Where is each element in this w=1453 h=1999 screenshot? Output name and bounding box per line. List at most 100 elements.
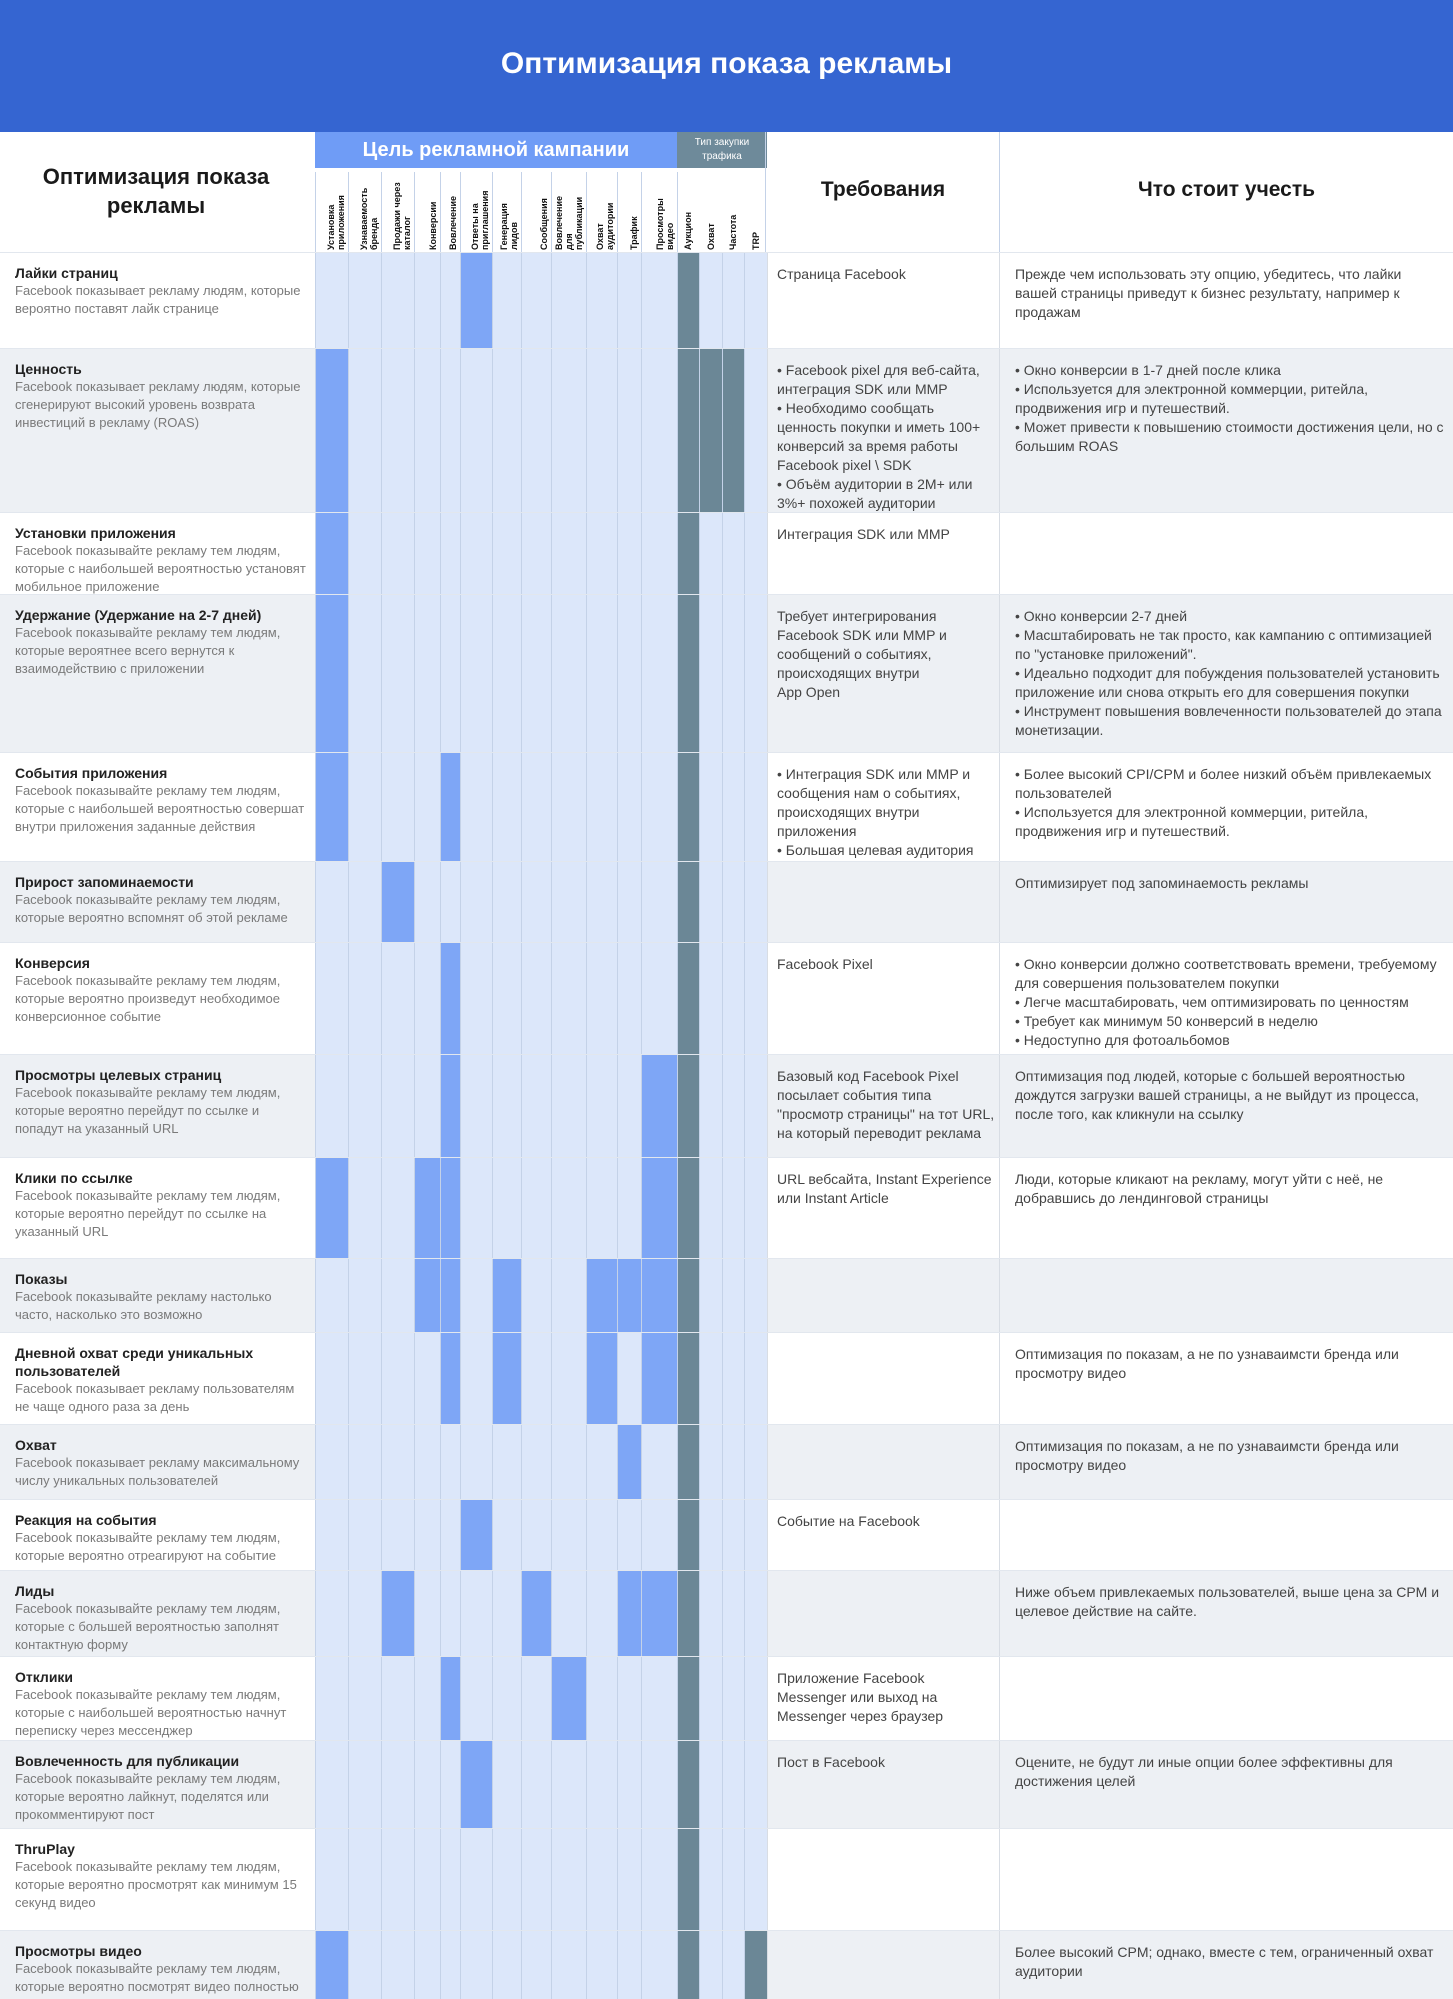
goal-matrix-background	[315, 942, 677, 1054]
column-divider	[414, 942, 415, 1054]
column-divider	[460, 594, 461, 752]
goal-column-label: Сообщения	[539, 198, 549, 250]
goal-mark	[440, 1332, 460, 1424]
column-divider	[999, 1740, 1000, 1828]
goal-mark	[551, 1656, 586, 1740]
row-divider	[0, 752, 1453, 753]
column-divider	[677, 752, 678, 861]
column-divider	[440, 1828, 441, 1930]
goal-matrix-background	[315, 1570, 677, 1656]
goal-mark	[381, 861, 414, 942]
row-label: Прирост запоминаемости Facebook показывай…	[15, 873, 310, 927]
row-title: Просмотры целевых страниц	[15, 1067, 222, 1083]
column-divider	[492, 348, 493, 512]
row-divider	[0, 1424, 1453, 1425]
column-divider	[315, 1828, 316, 1930]
column-divider	[492, 1499, 493, 1570]
column-divider	[521, 752, 522, 861]
column-divider	[722, 1424, 723, 1499]
column-divider	[348, 512, 349, 594]
goal-mark	[315, 348, 348, 512]
column-divider	[617, 1054, 618, 1157]
column-divider	[315, 172, 316, 252]
column-divider	[617, 1499, 618, 1570]
column-divider	[551, 942, 552, 1054]
row-divider	[0, 594, 1453, 595]
column-divider	[722, 942, 723, 1054]
row-divider	[0, 861, 1453, 862]
column-divider	[492, 1828, 493, 1930]
column-divider	[641, 1424, 642, 1499]
column-divider	[440, 861, 441, 942]
column-divider	[699, 1656, 700, 1740]
column-divider	[641, 1740, 642, 1828]
column-divider	[586, 252, 587, 348]
buying-mark	[677, 1656, 699, 1740]
row-label: События приложения Facebook показывайте р…	[15, 764, 310, 836]
column-divider	[460, 1930, 461, 1999]
column-divider	[315, 512, 316, 594]
column-divider	[414, 861, 415, 942]
column-divider	[414, 1157, 415, 1258]
goal-mark	[617, 1570, 641, 1656]
column-divider	[722, 1332, 723, 1424]
row-label: Вовлеченность для публикации Facebook пок…	[15, 1752, 310, 1824]
column-divider	[586, 1740, 587, 1828]
column-divider	[722, 252, 723, 348]
column-divider	[381, 942, 382, 1054]
column-divider	[414, 1656, 415, 1740]
column-divider	[999, 594, 1000, 752]
column-divider	[699, 348, 700, 512]
goal-column-label: Просмотры видео	[655, 198, 675, 250]
column-divider	[586, 1828, 587, 1930]
column-divider	[744, 1054, 745, 1157]
goal-mark	[440, 752, 460, 861]
column-divider	[381, 172, 382, 252]
goal-column-label: Узнаваемость бренда	[359, 187, 379, 250]
row-description: Facebook показывайте рекламу тем людям, …	[15, 1601, 281, 1652]
column-divider	[999, 348, 1000, 512]
column-divider	[315, 1054, 316, 1157]
row-requirements: Требует интегрирования Facebook SDK или …	[777, 608, 947, 700]
row-note: Ниже объем привлекаемых пользователей, в…	[1015, 1584, 1440, 1619]
column-divider	[722, 1258, 723, 1332]
column-divider	[699, 1157, 700, 1258]
row-divider	[0, 252, 1453, 253]
column-divider	[999, 1930, 1000, 1999]
row-requirements: Интеграция SDK или MMP	[777, 526, 950, 542]
column-divider	[641, 752, 642, 861]
column-divider	[440, 1054, 441, 1157]
row-label: Лайки страниц Facebook показывает рекламу…	[15, 264, 310, 318]
column-divider	[999, 1424, 1000, 1499]
column-divider	[551, 1656, 552, 1740]
column-divider	[744, 1157, 745, 1258]
column-divider	[551, 861, 552, 942]
column-divider	[586, 1054, 587, 1157]
column-divider	[699, 1332, 700, 1424]
column-divider	[586, 1332, 587, 1424]
row-requirements: Facebook Pixel	[777, 956, 873, 972]
row-note: Оптимизирует под запоминаемость рекламы	[1015, 875, 1309, 891]
row-label: Просмотры видео Facebook показывайте рекл…	[15, 1942, 310, 1996]
buying-mark	[677, 1054, 699, 1157]
buying-mark	[677, 594, 699, 752]
column-divider	[699, 1258, 700, 1332]
column-divider	[315, 752, 316, 861]
column-divider	[744, 752, 745, 861]
row-note: • Окно конверсии 2-7 дней • Масштабирова…	[1015, 608, 1442, 738]
buying-mark	[677, 512, 699, 594]
buying-mark	[699, 348, 722, 512]
buying-column-label: Частота	[728, 214, 738, 250]
row-label: Охват Facebook показывает рекламу максима…	[15, 1436, 310, 1490]
goal-mark	[315, 512, 348, 594]
row-divider	[0, 1157, 1453, 1158]
column-divider	[460, 348, 461, 512]
column-divider	[767, 942, 768, 1054]
column-divider	[744, 1656, 745, 1740]
column-divider	[460, 252, 461, 348]
row-description: Facebook показывайте рекламу тем людям, …	[15, 1687, 287, 1738]
column-divider	[744, 1828, 745, 1930]
row-description: Facebook показывайте рекламу тем людям, …	[15, 543, 306, 594]
column-divider	[722, 1570, 723, 1656]
column-divider	[348, 752, 349, 861]
